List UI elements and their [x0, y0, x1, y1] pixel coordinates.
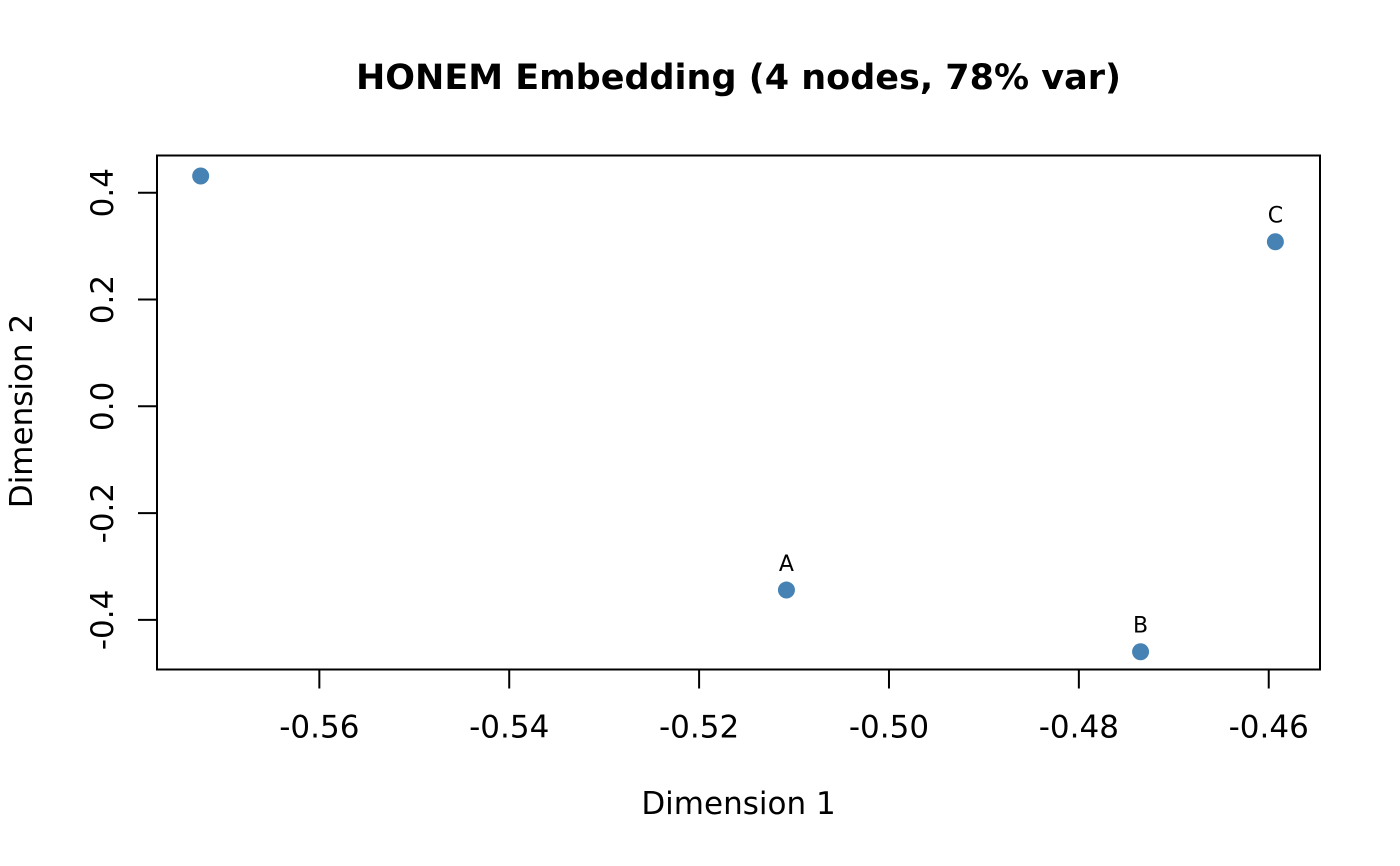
- data-point-label: B: [1133, 614, 1148, 639]
- y-tick-label: 0.2: [85, 275, 121, 324]
- x-tick-label: -0.48: [1039, 710, 1119, 746]
- x-tick-label: -0.56: [279, 710, 359, 746]
- x-axis-title: Dimension 1: [641, 786, 836, 822]
- chart-title: HONEM Embedding (4 nodes, 78% var): [356, 58, 1121, 98]
- data-point-A: [777, 581, 795, 599]
- data-point-B: [1132, 643, 1150, 661]
- data-point-C: [1266, 233, 1284, 251]
- data-point-label: A: [779, 552, 794, 577]
- x-tick-label: -0.46: [1229, 710, 1309, 746]
- data-point: [192, 167, 210, 185]
- plot-box: [156, 154, 1321, 671]
- x-tick-label: -0.52: [659, 710, 739, 746]
- y-tick-label: 0.4: [85, 168, 121, 217]
- y-tick-label: -0.2: [85, 483, 121, 544]
- data-point-label: C: [1268, 204, 1283, 229]
- x-tick-label: -0.50: [849, 710, 929, 746]
- y-tick-label: -0.4: [85, 590, 121, 651]
- y-axis-title: Dimension 2: [4, 313, 40, 509]
- y-tick-label: 0.0: [85, 382, 121, 431]
- x-tick-label: -0.54: [469, 710, 549, 746]
